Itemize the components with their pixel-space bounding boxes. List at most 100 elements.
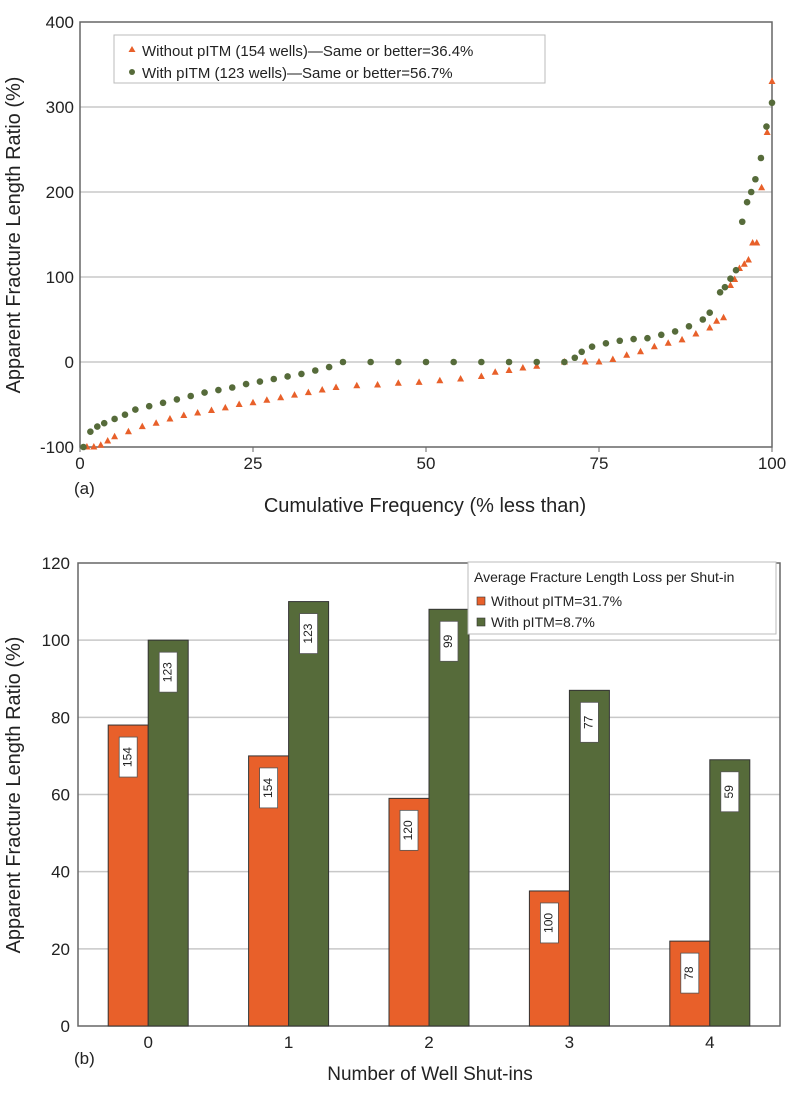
legend: Average Fracture Length Loss per Shut-in…	[467, 561, 777, 635]
legend-label: With pITM=8.7%	[491, 614, 595, 630]
data-point-without	[720, 313, 728, 321]
data-point-with	[298, 370, 305, 378]
data-point-with	[706, 309, 714, 317]
data-point-with	[100, 419, 108, 427]
y-tick-label: 100	[42, 631, 70, 650]
bar-with	[147, 639, 189, 1027]
legend-label: Without pITM (154 wells)—Same or better=…	[142, 43, 473, 60]
data-point-with	[738, 218, 746, 226]
bar-with	[568, 689, 610, 1027]
data-point-with	[616, 337, 624, 345]
x-tick-label: 2	[424, 1033, 433, 1052]
data-point-without	[415, 378, 423, 385]
data-label-box	[158, 651, 178, 693]
data-point-with	[215, 386, 222, 394]
data-label: 100	[542, 913, 556, 933]
y-tick-label: 0	[61, 1017, 70, 1036]
x-tick-label: 4	[705, 1033, 714, 1052]
data-point-with	[752, 175, 759, 183]
data-point-with	[159, 399, 167, 407]
x-tick-label: 50	[417, 454, 436, 473]
data-point-without	[180, 411, 188, 419]
data-point-without	[124, 427, 132, 435]
data-point-with	[571, 354, 579, 362]
bar-with	[288, 601, 330, 1027]
data-point-without	[706, 324, 714, 331]
data-label: 154	[120, 747, 134, 767]
y-axis-label: Apparent Fracture Length Ratio (%)	[3, 77, 25, 394]
data-point-without	[713, 317, 721, 324]
panel-label: (b)	[74, 1049, 95, 1068]
data-point-with	[561, 358, 568, 366]
legend-marker-without	[128, 46, 136, 52]
data-point-without	[753, 239, 761, 246]
data-label-box	[580, 701, 599, 743]
data-point-without	[581, 358, 589, 365]
data-label: 78	[682, 966, 696, 980]
data-point-without	[740, 260, 748, 267]
y-tick-label: 100	[46, 268, 74, 287]
x-tick-label: 25	[244, 454, 263, 473]
data-point-without	[332, 383, 340, 390]
data-point-without	[664, 339, 672, 346]
data-point-with	[478, 358, 485, 366]
data-point-with	[145, 402, 153, 410]
data-point-without	[519, 363, 527, 371]
data-label: 99	[441, 634, 455, 648]
data-point-without	[650, 342, 658, 350]
data-point-without	[166, 414, 174, 422]
data-point-with	[173, 396, 181, 403]
data-point-with	[132, 406, 139, 413]
legend-marker-with	[129, 69, 135, 75]
data-point-with	[256, 378, 264, 385]
data-point-with	[311, 367, 319, 374]
data-label: 123	[301, 623, 315, 643]
data-label: 123	[160, 662, 174, 682]
chart-b: 0 20 40 60 80 100 120 0 154 123 1 154 123 2 120 99 3 100 7…	[3, 554, 781, 1085]
data-point-without	[111, 432, 119, 440]
data-point-without	[726, 281, 734, 288]
x-tick-label: 3	[565, 1033, 574, 1052]
data-point-with	[757, 154, 765, 162]
data-point-with	[450, 358, 457, 366]
data-point-with	[747, 188, 755, 196]
data-point-without	[595, 358, 603, 365]
data-point-without	[152, 419, 160, 426]
y-tick-label: 120	[42, 554, 70, 573]
data-point-without	[104, 437, 112, 444]
data-label-box	[439, 620, 459, 662]
data-label: 154	[261, 778, 275, 798]
y-tick-label: 400	[46, 13, 74, 32]
data-point-without	[138, 422, 146, 430]
data-point-with	[242, 380, 250, 388]
data-point-without	[491, 368, 499, 375]
data-point-without	[692, 329, 700, 337]
data-point-with	[187, 392, 195, 400]
data-point-with	[699, 316, 707, 323]
data-point-without	[637, 347, 645, 355]
data-point-with	[339, 358, 347, 366]
data-point-with	[768, 99, 776, 107]
legend-swatch	[476, 617, 486, 627]
data-point-without	[623, 351, 631, 358]
data-point-without	[207, 406, 215, 413]
data-point-with	[121, 411, 129, 419]
data-label: 59	[722, 785, 736, 799]
legend-box	[113, 34, 546, 84]
data-point-without	[263, 396, 271, 403]
x-tick-label: 100	[758, 454, 786, 473]
data-point-without	[235, 400, 243, 407]
data-point-with	[727, 275, 734, 283]
data-label-box	[299, 613, 319, 654]
data-point-with	[395, 358, 402, 366]
data-point-with	[716, 289, 724, 296]
y-axis-label: Apparent Fracture Length Ratio (%)	[3, 637, 25, 954]
data-label: 77	[582, 715, 596, 729]
y-tick-label: 40	[51, 863, 70, 882]
panel-label: (a)	[74, 479, 95, 498]
data-point-without	[90, 443, 98, 450]
data-point-with	[80, 443, 87, 451]
data-point-with	[284, 373, 291, 380]
legend: Without pITM (154 wells)—Same or better=…	[113, 34, 546, 84]
data-label-box	[399, 809, 419, 851]
